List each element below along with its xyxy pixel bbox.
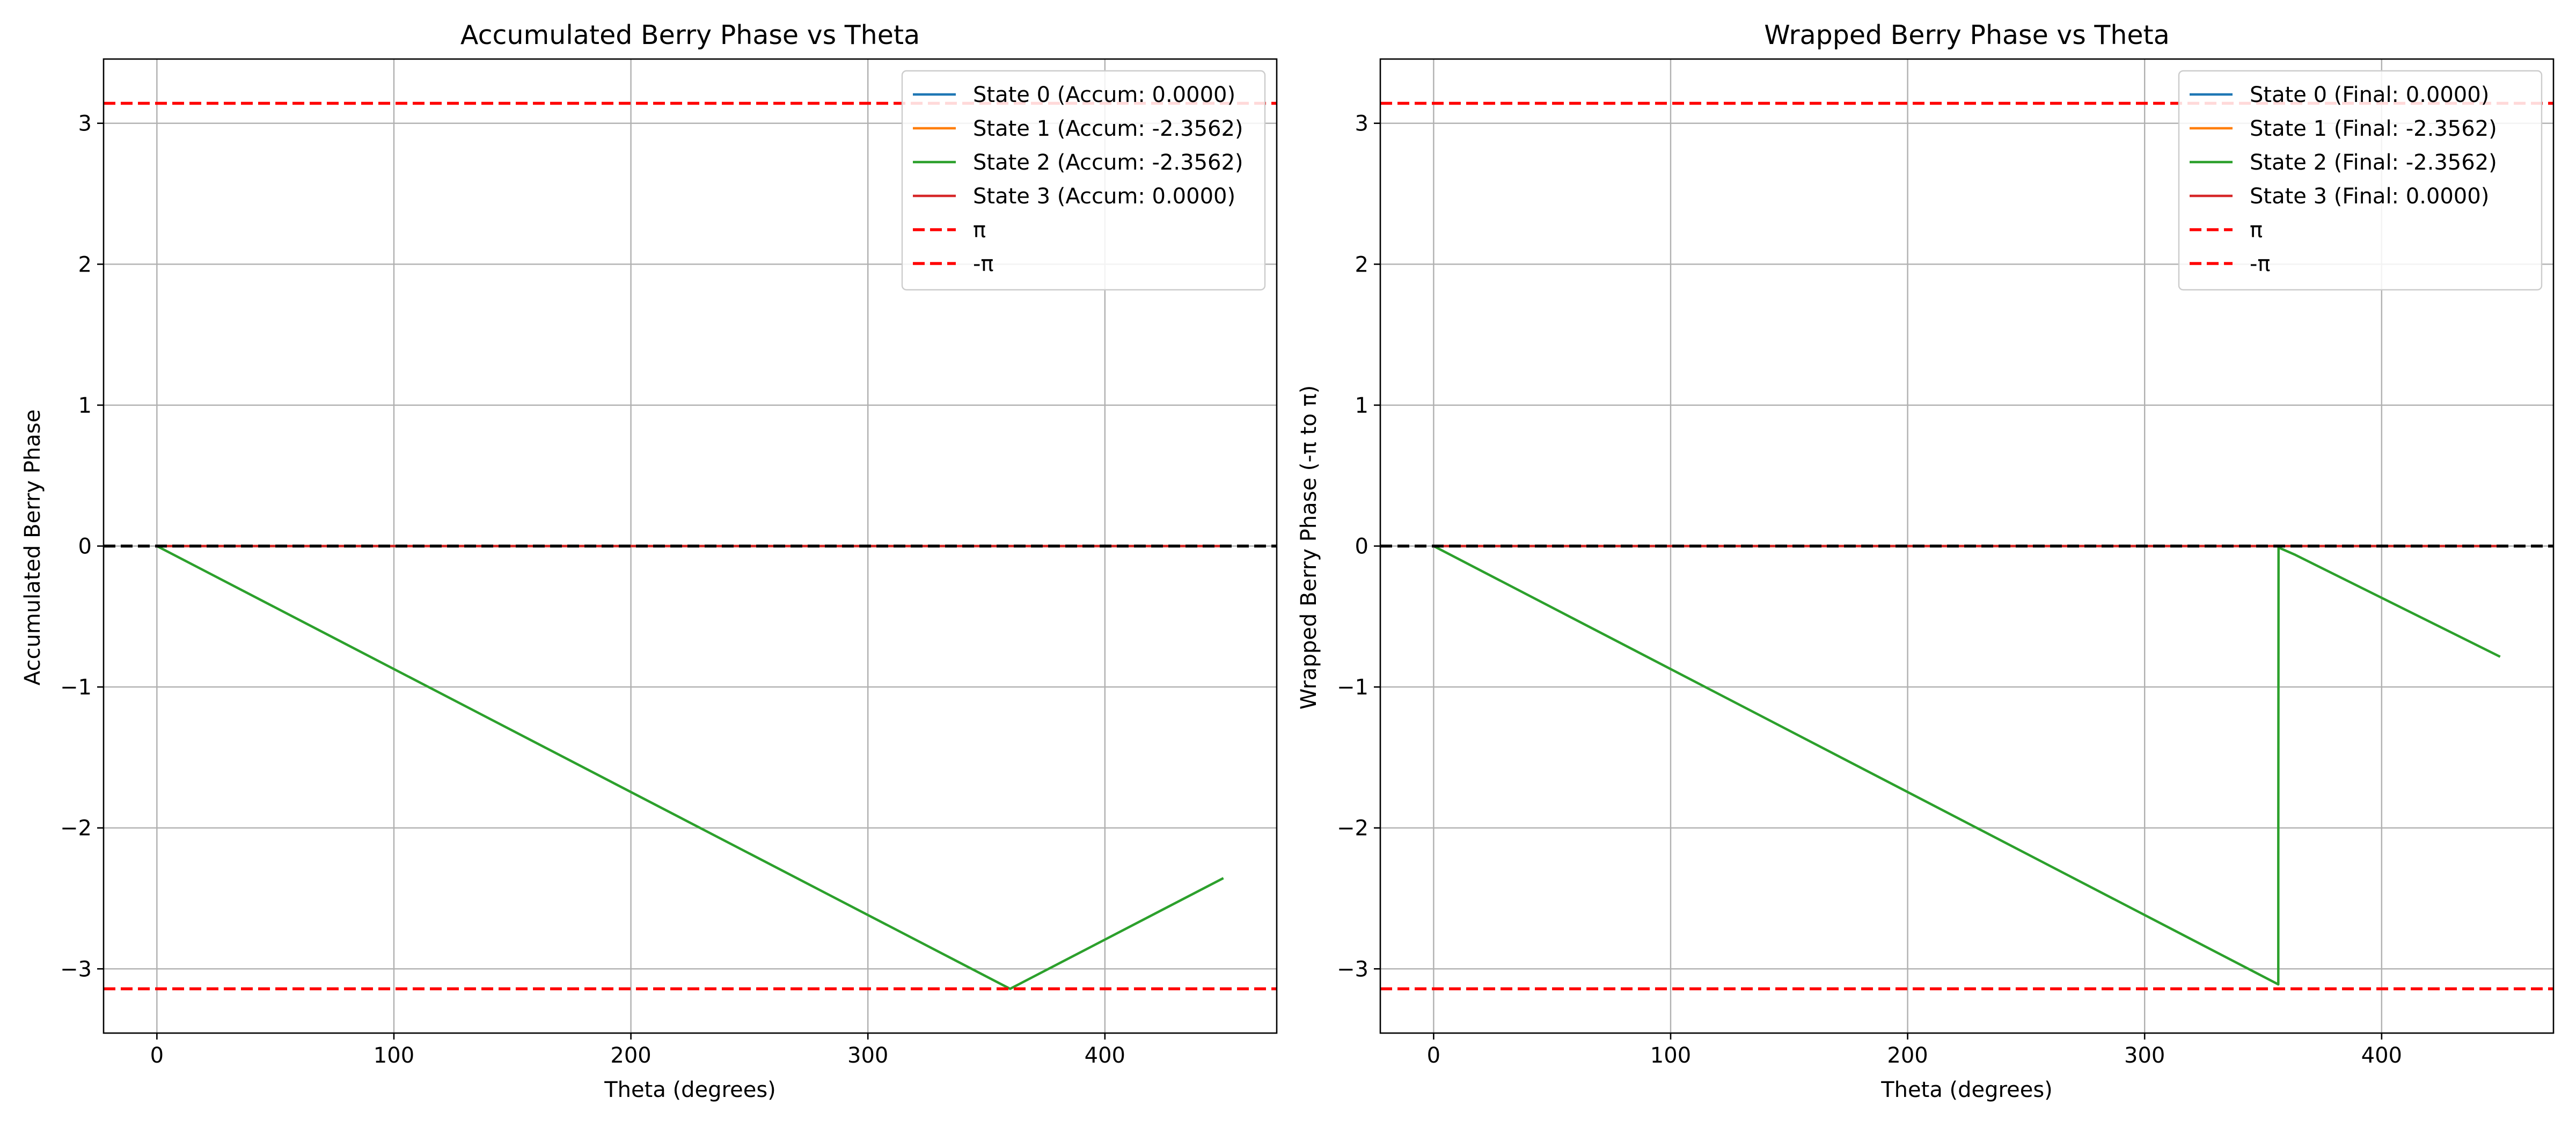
series-line-state-2 <box>156 545 1224 990</box>
x-tick-label: 300 <box>2124 1043 2165 1068</box>
x-tick-label: 400 <box>1085 1043 1125 1068</box>
legend-label: State 2 (Accum: -2.3562) <box>973 150 1243 175</box>
legend-label: π <box>973 218 986 243</box>
legend-label: State 1 (Accum: -2.3562) <box>973 116 1243 141</box>
legend-label: State 1 (Final: -2.3562) <box>2250 116 2497 141</box>
y-tick-label: 3 <box>78 112 92 136</box>
x-axis-label: Theta (degrees) <box>1880 1078 2053 1102</box>
x-tick-label: 300 <box>847 1043 888 1068</box>
y-tick-label: 2 <box>78 252 92 277</box>
legend-label: State 2 (Final: -2.3562) <box>2250 150 2497 175</box>
panel-wrapped: Wrapped Berry Phase vs Theta Theta (degr… <box>1297 20 2555 1102</box>
y-tick-label: −3 <box>1337 957 1368 982</box>
x-axis-label: Theta (degrees) <box>604 1078 776 1102</box>
chart-title: Accumulated Berry Phase vs Theta <box>460 20 920 50</box>
legend-label: State 3 (Final: 0.0000) <box>2250 184 2489 209</box>
legend-label: -π <box>2250 252 2271 276</box>
legend: State 0 (Final: 0.0000) State 1 (Final: -… <box>2178 70 2543 291</box>
plot-area: 0 100 200 300 400 −3 −2 −1 0 1 2 3 State 0 (Accum: 0… <box>60 58 1278 1068</box>
x-tick-label: 0 <box>150 1043 164 1068</box>
legend-box <box>2178 70 2543 291</box>
y-tick-label: −2 <box>1337 816 1368 841</box>
x-tick-label: 200 <box>1887 1043 1928 1068</box>
legend-label: -π <box>973 252 994 276</box>
legend-label: State 0 (Accum: 0.0000) <box>973 83 1235 107</box>
x-tick-label: 200 <box>610 1043 651 1068</box>
legend-label: State 3 (Accum: 0.0000) <box>973 184 1235 209</box>
y-tick-label: 3 <box>1355 112 1368 136</box>
panel-accumulated: Accumulated Berry Phase vs Theta Theta (… <box>20 20 1278 1102</box>
chart-title: Wrapped Berry Phase vs Theta <box>1764 20 2170 50</box>
plot-area: 0 100 200 300 400 −3 −2 −1 0 1 2 3 State 0 (Final: 0… <box>1337 58 2555 1068</box>
y-tick-label: 1 <box>78 393 92 418</box>
legend-label: State 0 (Final: 0.0000) <box>2250 83 2489 107</box>
y-tick-label: −1 <box>1337 675 1368 700</box>
y-axis-label: Accumulated Berry Phase <box>20 409 45 685</box>
legend: State 0 (Accum: 0.0000) State 1 (Accum: -… <box>901 70 1266 291</box>
x-tick-label: 400 <box>2361 1043 2402 1068</box>
y-tick-label: 1 <box>1355 393 1368 418</box>
legend-label: π <box>2250 218 2263 243</box>
y-axis-label: Wrapped Berry Phase (-π to π) <box>1297 385 1321 709</box>
y-tick-label: 2 <box>1355 252 1368 277</box>
y-tick-label: −1 <box>60 675 92 700</box>
x-tick-label: 0 <box>1427 1043 1440 1068</box>
y-tick-label: 0 <box>78 535 92 559</box>
y-tick-label: −3 <box>60 957 92 982</box>
series-line-state-2 <box>1433 545 2501 986</box>
x-tick-label: 100 <box>374 1043 414 1068</box>
y-tick-label: −2 <box>60 816 92 841</box>
y-tick-label: 0 <box>1355 535 1368 559</box>
x-tick-label: 100 <box>1650 1043 1691 1068</box>
legend-box <box>901 70 1266 291</box>
